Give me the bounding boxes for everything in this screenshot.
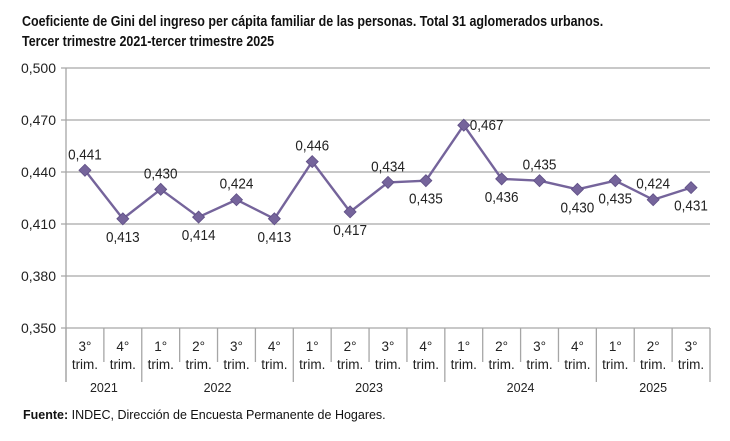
series-gini — [78, 118, 698, 226]
x-tick-quarter: 1° — [306, 339, 319, 354]
data-label: 0,430 — [561, 200, 595, 217]
x-tick-unit: trim. — [261, 357, 287, 372]
x-tick-unit: trim. — [148, 357, 174, 372]
data-label: 0,434 — [371, 159, 405, 176]
x-tick-quarter: 3° — [230, 339, 243, 354]
x-year-label-2021: 2021 — [90, 381, 118, 395]
x-tick-unit: trim. — [526, 357, 552, 372]
x-year-label-2025: 2025 — [639, 381, 667, 395]
data-label: 0,446 — [295, 138, 329, 155]
data-label: 0,435 — [598, 191, 632, 208]
x-year-label-2023: 2023 — [355, 381, 383, 395]
chart-title-line1: Coeficiente de Gini del ingreso per cápi… — [22, 14, 604, 30]
x-tick-unit: trim. — [564, 357, 590, 372]
gridlines — [61, 67, 710, 382]
x-tick-quarter: 1° — [154, 339, 167, 354]
y-tick-label: 0,470 — [21, 112, 56, 128]
x-tick-unit: trim. — [451, 357, 477, 372]
x-tick-unit: trim. — [375, 357, 401, 372]
y-tick-label: 0,500 — [21, 60, 56, 76]
data-labels: 0,441 0,413 0,430 0,414 0,424 0,413 0,446 0,417… — [68, 118, 708, 246]
data-label: 0,435 — [409, 191, 443, 208]
data-point-marker — [532, 174, 547, 188]
x-tick-quarter: 4° — [571, 339, 584, 354]
x-tick-quarter: 2° — [192, 339, 205, 354]
data-label: 0,435 — [523, 157, 557, 174]
data-point-marker — [646, 193, 660, 207]
x-tick-unit: trim. — [640, 357, 666, 372]
data-point-marker — [684, 181, 698, 195]
data-label: 0,430 — [144, 166, 178, 183]
x-tick-unit: trim. — [72, 357, 98, 372]
x-tick-unit: trim. — [489, 357, 515, 372]
data-point-marker — [116, 212, 130, 226]
y-axis-ticks: 0,350 0,380 0,410 0,440 0,470 0,500 — [21, 60, 56, 336]
x-year-label-2022: 2022 — [204, 381, 232, 395]
data-label: 0,436 — [485, 189, 519, 206]
x-tick-unit: trim. — [337, 357, 363, 372]
data-label: 0,431 — [674, 198, 708, 215]
x-tick-unit: trim. — [110, 357, 136, 372]
data-point-marker — [495, 172, 509, 186]
data-point-marker — [457, 118, 471, 132]
chart-subtitle: Tercer trimestre 2021-tercer trimestre 2… — [22, 34, 275, 50]
data-point-marker — [381, 175, 395, 189]
data-label: 0,441 — [68, 147, 102, 164]
x-tick-quarter: 2° — [344, 339, 357, 354]
data-label: 0,424 — [220, 176, 254, 193]
y-tick-label: 0,440 — [21, 164, 56, 180]
data-point-marker — [78, 163, 92, 177]
x-tick-quarter: 4° — [268, 339, 281, 354]
x-tick-unit: trim. — [678, 357, 704, 372]
x-tick-unit: trim. — [413, 357, 439, 372]
data-point-marker — [154, 182, 168, 196]
x-tick-quarter: 2° — [647, 339, 660, 354]
data-label: 0,467 — [470, 118, 504, 135]
x-tick-quarter: 4° — [116, 339, 129, 354]
x-tick-quarter: 3° — [533, 339, 546, 354]
source-label: Fuente: — [23, 408, 69, 422]
y-tick-label: 0,350 — [21, 320, 56, 336]
data-point-marker — [305, 155, 319, 169]
data-label: 0,414 — [182, 227, 216, 244]
data-label: 0,417 — [333, 222, 367, 239]
x-tick-unit: trim. — [185, 357, 211, 372]
data-point-marker — [608, 174, 622, 188]
x-axis: 3° trim. 4° trim. 1° trim. 2° trim. 3° trim. 4° tri… — [65, 328, 711, 395]
y-tick-label: 0,380 — [21, 268, 56, 284]
x-tick-quarter: 2° — [495, 339, 508, 354]
x-tick-unit: trim. — [223, 357, 249, 372]
data-label: 0,413 — [257, 229, 291, 246]
data-label: 0,424 — [636, 176, 670, 193]
x-tick-quarter: 4° — [419, 339, 432, 354]
x-tick-unit: trim. — [299, 357, 325, 372]
chart-title: Coeficiente de Gini del ingreso per cápi… — [22, 12, 603, 52]
source-note: Fuente: INDEC, Dirección de Encuesta Per… — [23, 408, 386, 422]
data-point-marker — [419, 174, 433, 188]
x-tick-quarter: 3° — [685, 339, 698, 354]
x-tick-quarter: 1° — [457, 339, 470, 354]
data-point-marker — [267, 212, 281, 226]
data-point-marker — [192, 210, 206, 224]
x-tick-quarter: 1° — [609, 339, 622, 354]
data-point-marker — [229, 193, 244, 207]
data-point-marker — [343, 205, 357, 219]
source-text: INDEC, Dirección de Encuesta Permanente … — [68, 408, 386, 422]
data-label: 0,413 — [106, 229, 140, 246]
data-point-marker — [570, 182, 584, 196]
x-year-label-2024: 2024 — [507, 381, 535, 395]
x-tick-unit: trim. — [602, 357, 628, 372]
x-tick-quarter: 3° — [78, 339, 91, 354]
x-tick-quarter: 3° — [382, 339, 395, 354]
y-tick-label: 0,410 — [21, 216, 56, 232]
